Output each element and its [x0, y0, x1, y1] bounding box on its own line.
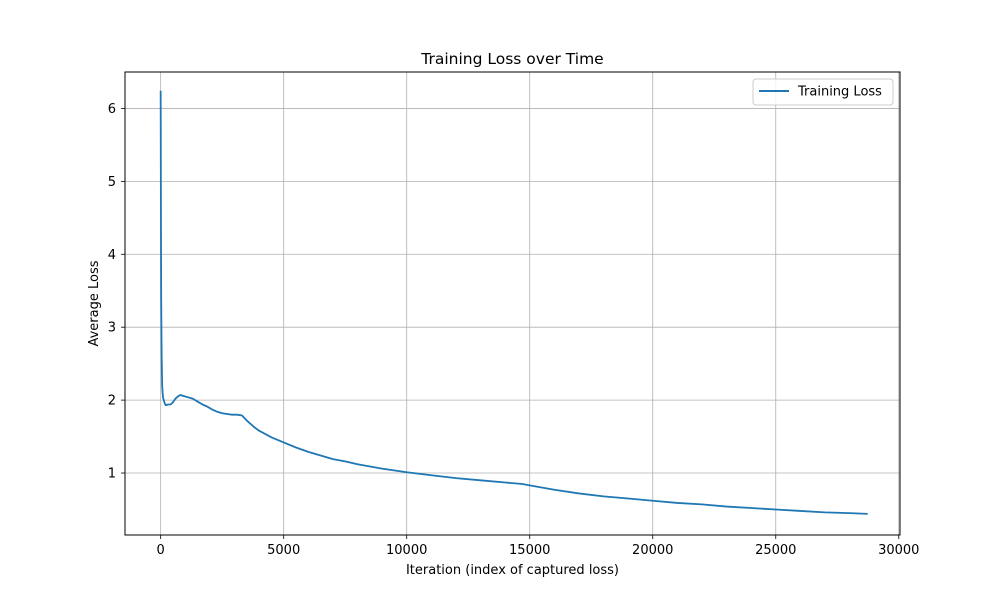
y-tick-label: 4 [108, 248, 116, 263]
x-tick-label: 15000 [509, 543, 550, 558]
series-layer [159, 90, 868, 515]
x-tick-label: 5000 [267, 543, 300, 558]
y-tick-label: 2 [108, 394, 116, 409]
plot-frame [124, 71, 901, 536]
y-tick-label: 5 [108, 175, 116, 190]
x-tick-label: 0 [157, 543, 165, 558]
y-tick-label: 3 [108, 321, 116, 336]
y-tick-label: 1 [108, 467, 116, 482]
grid [125, 72, 900, 535]
ticks: 0 5000 10000 15000 20000 25000 30000 1 2 3 4 5 6 [108, 102, 920, 558]
chart-title: Training Loss over Time [420, 50, 603, 68]
legend: Training Loss [752, 78, 894, 106]
x-tick-label: 20000 [632, 543, 673, 558]
y-tick-label: 6 [108, 102, 116, 117]
legend-box [752, 78, 894, 106]
x-tick-label: 10000 [386, 543, 427, 558]
x-tick-label: 30000 [878, 543, 919, 558]
x-tick-label: 25000 [755, 543, 796, 558]
x-axis-label: Iteration (index of captured loss) [406, 563, 619, 578]
legend-label-training-loss: Training Loss [797, 85, 882, 100]
y-axis-label: Average Loss [87, 260, 102, 346]
series-line-training-loss [159, 90, 868, 515]
